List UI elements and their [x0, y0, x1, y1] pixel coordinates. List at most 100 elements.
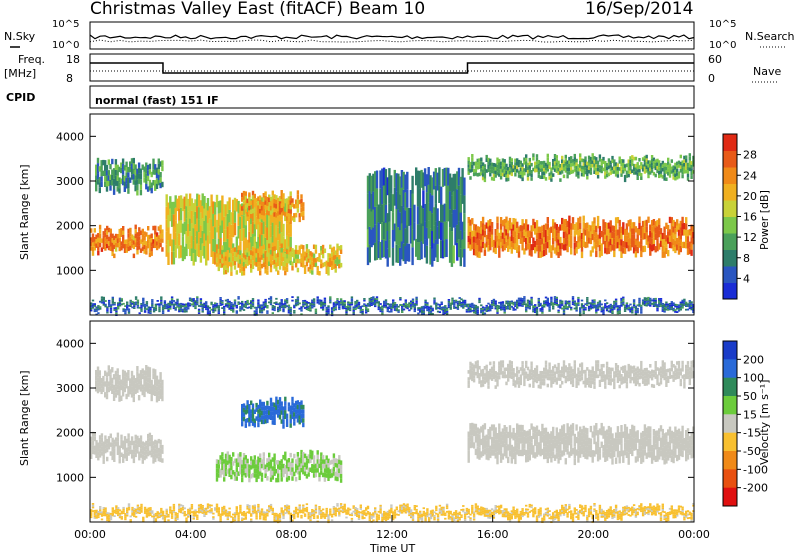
power-echo-band	[215, 242, 343, 276]
nsky-trace	[89, 34, 695, 40]
velocity-ytick-label: 3000	[56, 382, 84, 395]
power-ytick-label: 2000	[56, 220, 84, 233]
velocity-ytick-label: 2000	[56, 427, 84, 440]
noise-panel: N.Sky 10^5 10^0 10^5 10^0 N.Search	[4, 19, 795, 51]
nave-tick-bottom: 0	[708, 72, 715, 85]
time-xtick-label: 04:00	[175, 528, 207, 541]
velocity-echo-band	[467, 422, 695, 466]
time-xlabel: Time UT	[369, 542, 415, 554]
power-ytick-label: 3000	[56, 175, 84, 188]
power-colorbar-label: 28	[743, 149, 757, 162]
time-xtick-label: 00:00	[678, 528, 710, 541]
power-ylabel: Slant Range [km]	[18, 164, 31, 260]
time-xtick-label: 12:00	[376, 528, 408, 541]
power-colorbar-label: Power [dB]	[758, 190, 771, 250]
cpid-label: CPID	[6, 91, 35, 104]
power-colorbar-swatch	[723, 200, 737, 217]
velocity-echo-band	[90, 503, 695, 524]
time-xtick-label: 20:00	[577, 528, 609, 541]
power-colorbar-swatch	[723, 150, 737, 168]
power-echo-band	[90, 296, 695, 317]
nave-label: Nave	[753, 65, 781, 78]
velocity-colorbar-swatch	[723, 341, 737, 360]
velocity-colorbar-swatch	[723, 414, 737, 434]
power-panel: 1000 2000 3000 4000 Slant Range [km] 28 24 20…	[18, 113, 771, 317]
velocity-echo-band	[90, 431, 164, 464]
velocity-echo-layer	[90, 360, 695, 524]
power-colorbar-swatch	[723, 233, 737, 250]
nsearch-tick-top: 10^5	[709, 19, 736, 30]
plot-title: Christmas Valley East (fitACF)	[90, 0, 343, 19]
power-colorbar-swatch	[723, 216, 737, 234]
velocity-echo-band	[467, 360, 695, 390]
velocity-colorbar-swatch	[723, 469, 737, 489]
power-colorbar-swatch	[723, 249, 737, 267]
velocity-colorbar-label: -200	[743, 482, 768, 495]
freq-label: Freq.	[18, 53, 45, 66]
power-echo-band	[467, 153, 695, 183]
velocity-echo-band	[95, 365, 164, 403]
time-xtick-label: 08:00	[275, 528, 307, 541]
velocity-colorbar-swatch	[723, 451, 737, 470]
nsky-tick-top: 10^5	[52, 19, 79, 30]
velocity-colorbar-swatch	[723, 432, 737, 452]
power-ytick-label: 1000	[56, 264, 84, 277]
power-colorbar-swatch	[723, 183, 737, 201]
freq-trace	[90, 62, 694, 74]
velocity-colorbar-swatch	[723, 396, 737, 415]
velocity-ytick-label: 4000	[56, 337, 84, 350]
power-colorbar: 28 24 20 16 12 8 4	[722, 133, 757, 300]
velocity-echo-band	[215, 449, 343, 483]
velocity-colorbar-swatch	[723, 377, 737, 397]
time-xtick-label: 16:00	[477, 528, 509, 541]
power-ytick-label: 4000	[56, 130, 84, 143]
velocity-colorbar-label: -15	[743, 427, 761, 440]
nsky-tick-bottom: 10^0	[52, 40, 79, 51]
velocity-colorbar-label: -100	[743, 463, 768, 476]
freq-tick-top: 18	[66, 53, 80, 66]
power-colorbar-swatch	[723, 167, 737, 184]
power-echo-band	[467, 215, 695, 259]
velocity-colorbar-frame	[722, 340, 738, 507]
date-label: 16/Sep/2014	[585, 0, 693, 19]
power-echo-band	[241, 190, 305, 223]
velocity-colorbar-label: 15	[743, 408, 757, 421]
velocity-colorbar-label: 200	[743, 353, 764, 366]
beam-label: Beam 10	[349, 0, 425, 19]
velocity-colorbar-label: -50	[743, 445, 761, 458]
power-y-axis: 1000 2000 3000 4000	[56, 130, 694, 277]
nsearch-trace	[89, 39, 695, 43]
freq-tick-bottom: 8	[66, 72, 73, 85]
velocity-ytick-label: 1000	[56, 471, 84, 484]
velocity-colorbar-label: Velocity [m s⁻¹]	[758, 380, 771, 465]
power-colorbar-swatch	[723, 134, 737, 151]
power-colorbar-label: 24	[743, 169, 757, 182]
power-echo-band	[366, 167, 466, 267]
freq-panel: Freq. [MHz] 18 8 60 0 Nave	[4, 53, 781, 85]
power-colorbar-label: 4	[743, 272, 750, 285]
nsearch-label: N.Search	[745, 30, 795, 43]
power-echo-band	[90, 224, 164, 259]
power-colorbar-label: 8	[743, 252, 750, 265]
velocity-colorbar-swatch	[723, 359, 737, 379]
freq-unit: [MHz]	[4, 67, 36, 80]
power-colorbar-label: 20	[743, 190, 757, 203]
velocity-colorbar-label: 50	[743, 390, 757, 403]
cpid-text: normal (fast) 151 IF	[95, 94, 219, 107]
nsky-label: N.Sky	[4, 30, 36, 43]
velocity-y-axis: 1000 2000 3000 4000	[56, 337, 694, 484]
power-colorbar-label: 12	[743, 231, 757, 244]
cpid-panel: CPID normal (fast) 151 IF	[6, 85, 695, 109]
time-xtick-label: 00:00	[74, 528, 106, 541]
power-echo-layer	[90, 153, 695, 317]
power-colorbar-label: 16	[743, 211, 757, 224]
velocity-colorbar-label: 100	[743, 372, 764, 385]
velocity-colorbar: 200 100 50 15 -15 -50 -100 -200	[722, 340, 768, 507]
power-colorbar-swatch	[723, 282, 737, 300]
time-x-axis: 00:00 04:00 08:00 12:00 16:00 20:00 00:00	[74, 515, 710, 541]
velocity-ylabel: Slant Range [km]	[18, 370, 31, 466]
nave-tick-top: 60	[708, 53, 722, 66]
velocity-echo-band	[241, 396, 305, 429]
